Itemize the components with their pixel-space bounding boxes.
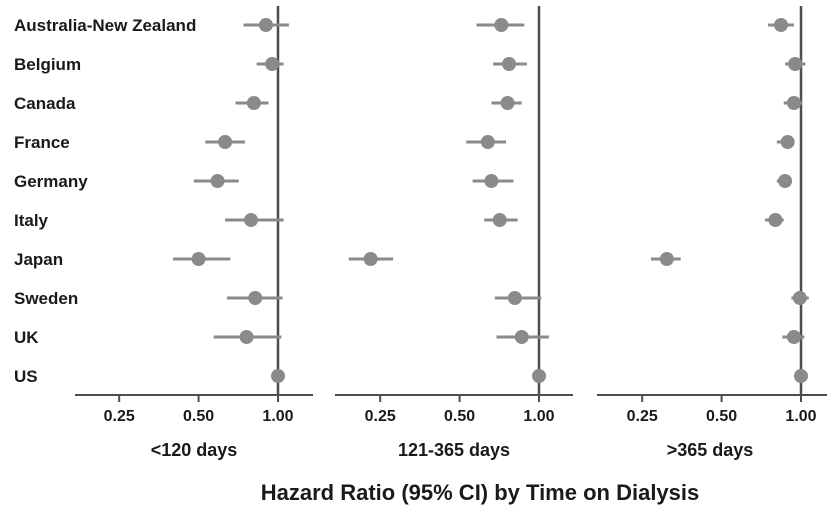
hazard-ratio-point: [792, 291, 807, 305]
hazard-ratio-point: [363, 252, 378, 266]
panel-label: <120 days: [151, 440, 238, 460]
hazard-ratio-point: [500, 96, 515, 110]
x-tick-label: 0.50: [183, 408, 214, 425]
hazard-ratio-point: [502, 57, 517, 71]
hazard-ratio-point: [492, 213, 507, 227]
hazard-ratio-point: [480, 135, 495, 149]
hazard-ratio-point: [258, 18, 273, 32]
hazard-ratio-point: [532, 369, 546, 383]
country-labels: Australia-New Zealand Belgium Canada France…: [14, 16, 196, 386]
x-tick-label: 0.50: [444, 408, 475, 425]
country-label: Canada: [14, 94, 76, 113]
country-label: France: [14, 133, 70, 152]
panel: 0.25 0.50 1.00 <120 days: [75, 6, 313, 460]
hazard-ratio-point: [786, 96, 801, 110]
x-tick-label: 1.00: [262, 408, 293, 425]
country-label: Italy: [14, 211, 49, 230]
hazard-ratio-point: [265, 57, 280, 71]
hazard-ratio-point: [780, 135, 795, 149]
x-tick-label: 1.00: [523, 408, 554, 425]
hazard-ratio-point: [507, 291, 522, 305]
country-label: Australia-New Zealand: [14, 16, 196, 35]
hazard-ratio-point: [659, 252, 674, 266]
hazard-ratio-point: [191, 252, 206, 266]
hazard-ratio-point: [788, 57, 803, 71]
panel: 0.25 0.50 1.00 >365 days: [597, 6, 827, 460]
x-tick-label: 0.50: [706, 408, 737, 425]
hazard-ratio-point: [494, 18, 509, 32]
panel-label: 121-365 days: [398, 440, 510, 460]
country-label: US: [14, 367, 38, 386]
x-tick-label: 0.25: [104, 408, 135, 425]
country-label: UK: [14, 328, 39, 347]
hazard-ratio-point: [778, 174, 793, 188]
hazard-ratio-point: [774, 18, 789, 32]
hazard-ratio-point: [243, 213, 258, 227]
hazard-ratio-point: [246, 96, 261, 110]
panels: 0.25 0.50 1.00 <120 days 0.25 0.50 1.00 121-365…: [75, 6, 827, 460]
country-label: Germany: [14, 172, 88, 191]
hazard-ratio-point: [514, 330, 529, 344]
hazard-ratio-point: [218, 135, 233, 149]
hazard-ratio-point: [484, 174, 499, 188]
hazard-ratio-point: [768, 213, 783, 227]
panel: 0.25 0.50 1.00 121-365 days: [335, 6, 573, 460]
hazard-ratio-point: [786, 330, 801, 344]
chart-title: Hazard Ratio (95% CI) by Time on Dialysi…: [261, 480, 700, 505]
hazard-ratio-point: [210, 174, 225, 188]
hazard-ratio-point: [239, 330, 254, 344]
panel-label: >365 days: [667, 440, 754, 460]
country-label: Sweden: [14, 289, 78, 308]
x-tick-label: 0.25: [365, 408, 396, 425]
hazard-ratio-point: [248, 291, 263, 305]
hazard-ratio-point: [794, 369, 808, 383]
x-tick-label: 1.00: [785, 408, 816, 425]
country-label: Belgium: [14, 55, 81, 74]
country-label: Japan: [14, 250, 63, 269]
hazard-ratio-point: [271, 369, 285, 383]
x-tick-label: 0.25: [627, 408, 658, 425]
